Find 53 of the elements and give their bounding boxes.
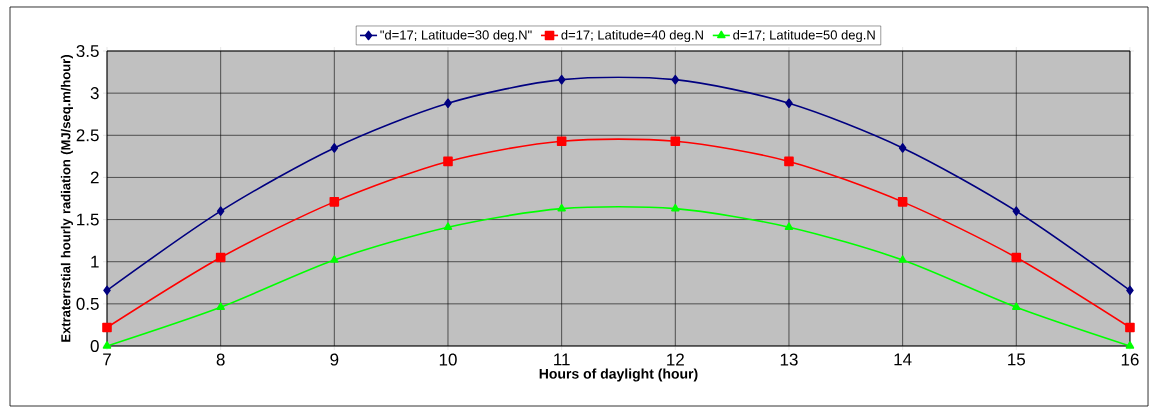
point [785, 98, 793, 109]
point [102, 341, 112, 349]
point [557, 74, 566, 85]
x-tick-label: 12 [667, 353, 684, 366]
x-tick-label: 11 [554, 353, 570, 366]
y-tick-label: 2.5 [76, 129, 99, 142]
y-tick-label: 1.5 [77, 213, 99, 226]
point [1125, 341, 1135, 349]
point [557, 203, 566, 212]
x-tick-label: 7 [103, 353, 111, 366]
point [102, 322, 112, 333]
y-axis-title: Extraterrstial hourly radiation (MJ/seq.m/hour) [60, 55, 73, 342]
point [784, 222, 794, 230]
x-tick-label: 9 [330, 353, 339, 366]
point [103, 285, 111, 296]
point [1126, 285, 1134, 296]
point [1125, 322, 1135, 333]
point [784, 156, 794, 167]
point [443, 156, 453, 167]
y-tick-label: 2 [90, 171, 99, 184]
point [216, 206, 225, 216]
point [898, 143, 907, 153]
y-tick-label: 1 [91, 255, 99, 268]
y-tick-label: 0 [90, 339, 99, 353]
legend-label: d=17; Latitude=40 deg.N [561, 29, 703, 43]
point [1011, 252, 1022, 263]
point [329, 197, 340, 207]
x-axis-title: Hours of daylight (hour) [539, 368, 698, 382]
point [1012, 302, 1021, 311]
x-tick-label: 15 [1008, 353, 1026, 366]
point [671, 203, 680, 212]
y-tick-label: 0.5 [76, 297, 99, 310]
point [556, 136, 567, 146]
x-tick-label: 13 [780, 353, 798, 366]
x-tick-label: 8 [216, 353, 225, 366]
point [330, 255, 339, 263]
x-tick-label: 14 [894, 353, 912, 366]
point [443, 222, 453, 230]
point [897, 197, 908, 207]
point [671, 74, 680, 85]
x-tick-label: 10 [439, 353, 457, 366]
point [444, 98, 452, 109]
legend-label: "d=17; Latitude=30 deg.N" [380, 29, 532, 43]
y-tick-label: 3 [90, 87, 99, 100]
y-tick-label: 3.5 [76, 44, 99, 58]
point [670, 136, 681, 146]
legend-label: d=17; Latitude=50 deg.N [733, 29, 875, 43]
point [898, 255, 907, 263]
x-tick-label: 16 [1121, 353, 1139, 366]
point [215, 252, 226, 263]
point [216, 302, 225, 311]
point [330, 143, 339, 153]
point [1012, 206, 1021, 216]
